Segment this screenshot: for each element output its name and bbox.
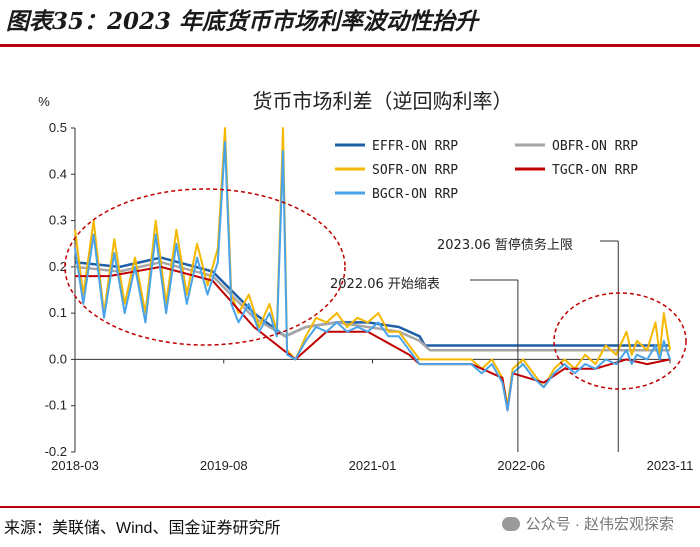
y-axis-label: % <box>38 94 50 109</box>
x-tick-label: 2022-06 <box>497 458 545 473</box>
legend-label: SOFR-ON RRP <box>372 163 458 178</box>
highlight-ellipse-2018-2020 <box>64 188 346 346</box>
annotation-label-debt-ceiling: 2023.06 暂停债务上限 <box>437 237 573 253</box>
annotation-label-qt: 2022.06 开始缩表 <box>330 276 440 292</box>
series-line-obfr <box>74 260 670 352</box>
watermark-text: 公众号 · 赵伟宏观探索 <box>525 516 674 533</box>
legend-label: BGCR-ON RRP <box>372 187 458 202</box>
y-tick-label: 0.0 <box>49 351 67 366</box>
y-tick-label: 0.4 <box>49 166 67 181</box>
legend-label: OBFR-ON RRP <box>552 139 638 154</box>
series-line-sofr <box>74 127 671 407</box>
y-tick-label: -0.1 <box>45 398 67 413</box>
x-tick-label: 2023-11 <box>647 458 694 473</box>
y-tick-label: 0.3 <box>49 213 67 228</box>
y-tick-label: -0.2 <box>45 444 67 459</box>
y-tick-label: 0.1 <box>49 305 67 320</box>
legend-label: EFFR-ON RRP <box>372 139 458 154</box>
footer-divider <box>0 506 700 508</box>
highlight-ellipse-2023 <box>553 292 687 390</box>
money-market-spread-chart: 货币市场利差（逆回购利率）% 0.5 0.4 0.3 0.2 0.1 0.0 -0.1 -0.2… <box>38 89 694 473</box>
x-tick-label: 2021-01 <box>349 458 397 473</box>
series-line-bgcr <box>74 140 671 412</box>
figure-title: 图表35：2023 年底货币市场利率波动性抬升 <box>6 8 479 35</box>
source-note: 来源：美联储、Wind、国金证券研究所 <box>4 520 281 537</box>
wechat-icon <box>501 517 520 531</box>
legend-label: TGCR-ON RRP <box>552 163 638 178</box>
x-tick-label: 2018-03 <box>51 458 99 473</box>
x-tick-label: 2019-08 <box>200 458 248 473</box>
title-divider <box>0 44 700 47</box>
y-tick-label: 0.5 <box>49 120 67 135</box>
chart-title: 货币市场利差（逆回购利率） <box>253 89 513 113</box>
y-tick-label: 0.2 <box>49 259 67 274</box>
watermark: 公众号 · 赵伟宏观探索 <box>501 513 674 534</box>
